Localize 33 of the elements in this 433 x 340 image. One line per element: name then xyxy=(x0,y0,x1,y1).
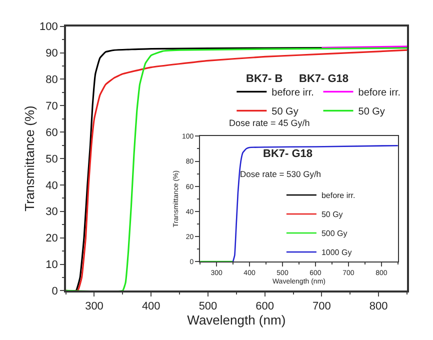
y-tick-label: 60 xyxy=(46,126,58,139)
legend-label: 50 Gy xyxy=(321,210,343,220)
text: Dose rate = 530 Gy/h xyxy=(240,169,322,179)
legend-label: 50 Gy xyxy=(272,106,298,118)
line-series xyxy=(232,144,398,262)
y-tick-label: 10 xyxy=(46,259,58,272)
text: BK7- G18 xyxy=(263,148,313,160)
legend-label: before irr. xyxy=(358,88,401,99)
annotation: BK7- G18 xyxy=(299,73,349,85)
y-tick-label: 100 xyxy=(40,21,58,34)
y-tick-label: 30 xyxy=(46,206,58,218)
y-tick-label: 90 xyxy=(46,48,58,60)
x-tick-label: 500 xyxy=(198,300,218,313)
y-axis-title: Transmittance (%) xyxy=(22,106,37,212)
x-axis-title: Wavelength (nm) xyxy=(187,312,286,328)
x-tick-label: 700 xyxy=(312,300,331,313)
legend-label: before irr. xyxy=(272,88,314,99)
y-tick-label: 50 xyxy=(46,153,58,166)
y-tick-label: 80 xyxy=(46,74,58,86)
y-tick-label: 70 xyxy=(46,100,58,112)
legend-label: 50 Gy xyxy=(358,106,385,118)
y-tick-label: 40 xyxy=(46,180,58,192)
x-tick-label: 400 xyxy=(142,300,160,313)
annotation: BK7- B xyxy=(246,73,283,85)
y-tick-label: 0 xyxy=(52,286,58,298)
legend-label: 1000 Gy xyxy=(321,248,352,258)
annotation: Dose rate = 45 Gy/h xyxy=(229,118,310,128)
y-tick-label: 20 xyxy=(46,232,58,245)
x-tick-label: 600 xyxy=(256,300,274,313)
x-tick-label: 300 xyxy=(85,300,104,313)
legend-label: 500 Gy xyxy=(321,229,348,238)
x-tick-label: 800 xyxy=(369,300,388,313)
legend-label: before irr. xyxy=(321,191,356,200)
